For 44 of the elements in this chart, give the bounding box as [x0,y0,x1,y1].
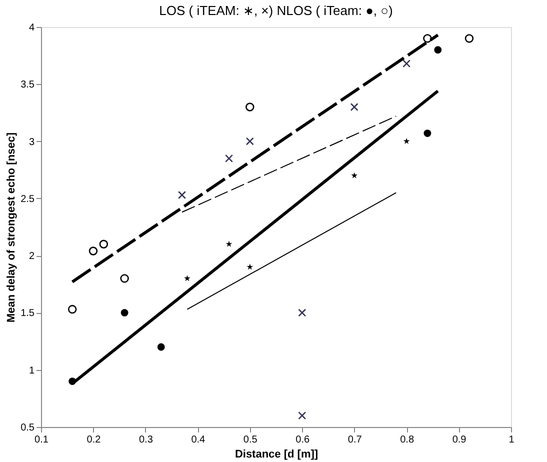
y-tick-label: 2.5 [20,194,35,205]
point [424,130,432,137]
point [403,138,410,144]
x-tick-label: 0.1 [34,434,49,446]
point [464,34,474,43]
point [226,240,232,247]
point [120,274,129,283]
x-tick-label: 0.7 [348,434,362,446]
x-tick-label: 0.2 [86,434,102,446]
x-tick-label: 0.6 [296,434,310,446]
y-tick-label: 4 [28,22,35,34]
y-tick-label: 3 [28,136,35,148]
point [246,264,254,270]
point [68,304,77,314]
point [120,309,128,316]
x-tick-label: 0.5 [243,434,258,446]
y-tick-label: 0.5 [20,422,35,434]
point [178,190,186,200]
y-axis-title: Mean delay of strongest echo [nsec] [6,132,18,323]
x-tick-label: 0.9 [452,434,467,446]
point [434,46,442,54]
point [99,240,108,248]
point [350,102,358,112]
chart-title: LOS ( iTEAM: ∗, ×) NLOS ( iTeam: ●, ○) [159,3,393,18]
x-tick-label: 1 [508,434,515,446]
point [157,343,165,351]
point [298,308,306,317]
point [88,246,98,256]
y-tick-label: 1 [28,365,35,376]
point [246,102,254,112]
x-tick-label: 0.3 [138,434,154,446]
point [351,172,358,178]
point [402,60,411,68]
y-tick-label: 1.5 [20,308,35,320]
point [298,412,306,420]
y-tick-label: 3.5 [20,80,35,91]
x-tick-label: 0.8 [400,434,414,446]
point [246,137,254,146]
point [184,275,190,282]
point [224,154,234,162]
y-tick-label: 2 [28,251,35,262]
x-tick-label: 0.4 [191,434,206,446]
x-axis-title: Distance [d [m]] [234,448,318,460]
point [423,34,432,43]
